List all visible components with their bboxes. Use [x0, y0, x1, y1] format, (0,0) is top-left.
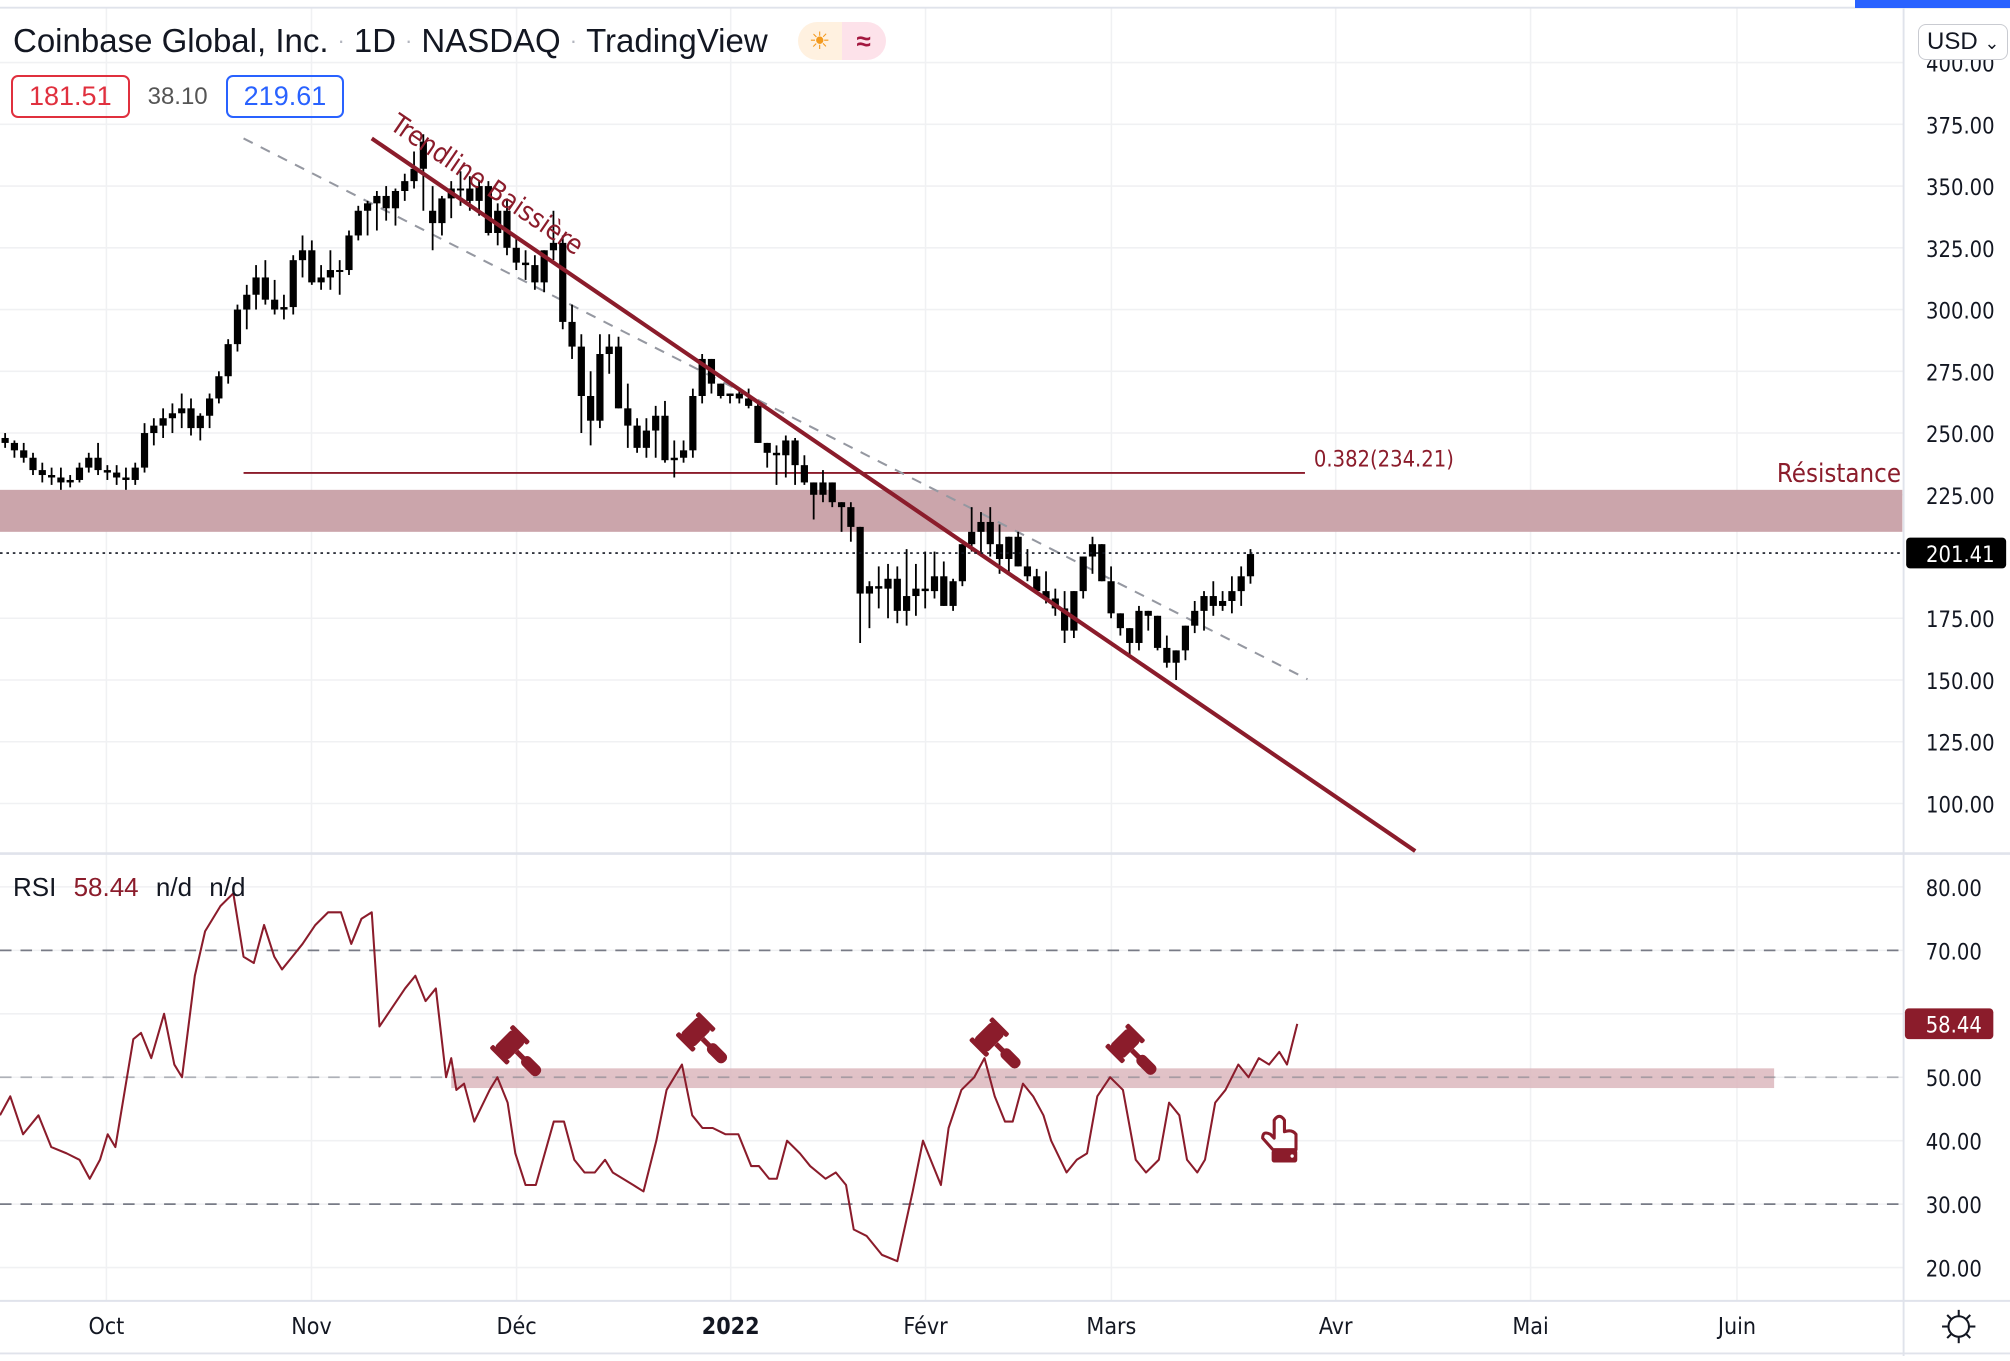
svg-text:201.41: 201.41 — [1926, 543, 1995, 568]
separator-dot: · — [569, 28, 578, 53]
svg-text:70.00: 70.00 — [1926, 940, 1982, 965]
symbol-header[interactable]: Coinbase Global, Inc. · 1D · NASDAQ · Tr… — [13, 22, 886, 60]
svg-text:80.00: 80.00 — [1926, 877, 1982, 902]
rsi-levels — [0, 949, 1904, 1206]
svg-text:275.00: 275.00 — [1926, 361, 1995, 386]
high-value-box[interactable]: 219.61 — [225, 75, 345, 118]
fib-label: 0.382(234.21) — [1314, 448, 1454, 473]
svg-text:58.44: 58.44 — [1926, 1014, 1982, 1039]
svg-text:125.00: 125.00 — [1926, 732, 1995, 757]
svg-text:20.00: 20.00 — [1926, 1258, 1982, 1283]
dashed-trendline[interactable] — [243, 137, 1308, 681]
time-tick: Mars — [1086, 1314, 1136, 1340]
separator-dot: · — [337, 28, 345, 53]
time-tick: Juin — [1716, 1314, 1756, 1340]
svg-text:375.00: 375.00 — [1926, 114, 1995, 139]
svg-text:225.00: 225.00 — [1926, 485, 1995, 510]
svg-text:50.00: 50.00 — [1926, 1067, 1982, 1092]
time-tick: Mai — [1512, 1314, 1548, 1340]
svg-text:300.00: 300.00 — [1926, 300, 1995, 325]
separator-dot: · — [405, 28, 413, 53]
rsi-na-1: n/d — [155, 872, 193, 902]
time-tick: 2022 — [702, 1314, 760, 1340]
grid — [0, 7, 1904, 1301]
currency-label: USD — [1927, 28, 1978, 55]
svg-text:175.00: 175.00 — [1926, 608, 1995, 633]
rsi-line — [0, 892, 1299, 1263]
session-badges[interactable]: ☀ ≈ — [797, 22, 886, 60]
svg-text:100.00: 100.00 — [1926, 793, 1995, 818]
gavel-icon — [1105, 1023, 1157, 1075]
low-value-box[interactable]: 181.51 — [11, 75, 130, 118]
time-axis[interactable]: Oct Nov Déc 2022 Févr Mars Avr Mai Juin — [88, 1314, 1756, 1340]
currency-dropdown[interactable]: USD ⌄ — [1918, 24, 2009, 60]
gavel-icon — [969, 1017, 1021, 1069]
rsi-axis[interactable]: 80.00 70.00 50.00 40.00 30.00 20.00 58.44 — [1904, 877, 1994, 1283]
time-tick: Févr — [903, 1314, 948, 1340]
time-tick: Oct — [88, 1314, 124, 1340]
chevron-down-icon: ⌄ — [1984, 33, 2000, 53]
rsi-legend[interactable]: RSI 58.44 n/d n/d — [13, 872, 245, 903]
time-tick: Nov — [291, 1314, 331, 1340]
change-value: 38.10 — [147, 82, 208, 110]
rsi-support-zone[interactable] — [451, 1068, 1775, 1089]
svg-text:40.00: 40.00 — [1926, 1131, 1982, 1156]
sun-icon[interactable]: ☀ — [797, 22, 842, 60]
svg-text:325.00: 325.00 — [1926, 238, 1995, 263]
gavel-icon — [676, 1012, 728, 1064]
data-source: TradingView — [586, 22, 768, 59]
price-axis[interactable]: 400.00375.00350.00325.00300.00275.00250.… — [1906, 53, 2007, 819]
rsi-value: 58.44 — [73, 872, 139, 902]
svg-text:30.00: 30.00 — [1926, 1194, 1982, 1219]
top-accent-bar — [1855, 0, 2010, 8]
resistance-zone[interactable]: Résistance — [0, 459, 1903, 532]
settings-gear-icon[interactable] — [1942, 1309, 1976, 1344]
pointer-hand-icon — [1261, 1114, 1298, 1163]
resistance-label: Résistance — [1777, 459, 1901, 489]
candlestick-series — [1, 134, 1255, 681]
wave-icon[interactable]: ≈ — [841, 22, 886, 60]
exchange: NASDAQ — [421, 22, 561, 59]
rsi-na-2: n/d — [209, 872, 246, 902]
svg-text:250.00: 250.00 — [1926, 423, 1995, 448]
time-tick: Avr — [1319, 1314, 1353, 1340]
last-price-tag — [1906, 537, 2007, 569]
rsi-name: RSI — [13, 872, 57, 902]
interval[interactable]: 1D — [353, 22, 397, 59]
ohlc-values: 181.51 38.10 219.61 — [11, 75, 345, 118]
gavel-icon — [490, 1025, 542, 1077]
trendline-baissiere[interactable]: Trendline Baissière — [370, 108, 1417, 853]
time-tick: Déc — [497, 1314, 537, 1340]
fib-level-0382[interactable]: 0.382(234.21) — [243, 448, 1454, 474]
symbol-name[interactable]: Coinbase Global, Inc. — [13, 22, 329, 59]
svg-text:150.00: 150.00 — [1926, 670, 1995, 695]
rsi-last-tag — [1904, 1008, 1994, 1040]
rsi-markers — [490, 1012, 1298, 1163]
svg-text:350.00: 350.00 — [1926, 176, 1995, 201]
